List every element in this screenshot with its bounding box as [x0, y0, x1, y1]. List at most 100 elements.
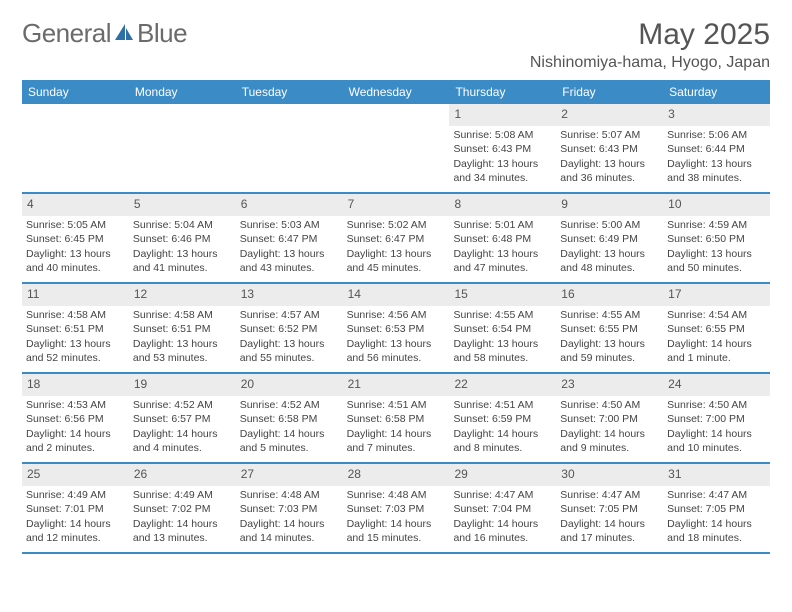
- location: Nishinomiya-hama, Hyogo, Japan: [530, 54, 770, 72]
- sunset-text: Sunset: 6:55 PM: [560, 323, 659, 337]
- sunset-text: Sunset: 7:01 PM: [26, 503, 125, 517]
- sunset-text: Sunset: 6:58 PM: [347, 413, 446, 427]
- day-cell: 22Sunrise: 4:51 AMSunset: 6:59 PMDayligh…: [449, 374, 556, 462]
- day-cell: 20Sunrise: 4:52 AMSunset: 6:58 PMDayligh…: [236, 374, 343, 462]
- sunrise-text: Sunrise: 5:06 AM: [667, 129, 766, 143]
- logo: General Blue: [22, 18, 187, 49]
- sunrise-text: Sunrise: 5:04 AM: [133, 219, 232, 233]
- day-number: 2: [556, 104, 663, 126]
- sunset-text: Sunset: 7:00 PM: [560, 413, 659, 427]
- sunrise-text: Sunrise: 5:05 AM: [26, 219, 125, 233]
- day-number: 16: [556, 284, 663, 306]
- sunset-text: Sunset: 6:50 PM: [667, 233, 766, 247]
- daylight-text: Daylight: 13 hours and 53 minutes.: [133, 338, 232, 365]
- sunrise-text: Sunrise: 4:56 AM: [347, 309, 446, 323]
- day-number: 5: [129, 194, 236, 216]
- sunset-text: Sunset: 6:43 PM: [453, 143, 552, 157]
- day-cell: 18Sunrise: 4:53 AMSunset: 6:56 PMDayligh…: [22, 374, 129, 462]
- sunrise-text: Sunrise: 4:48 AM: [240, 489, 339, 503]
- day-number: 7: [343, 194, 450, 216]
- day-cell: 9 Sunrise: 5:00 AMSunset: 6:49 PMDaylight…: [556, 194, 663, 282]
- sunrise-text: Sunrise: 4:55 AM: [453, 309, 552, 323]
- daylight-text: Daylight: 13 hours and 50 minutes.: [667, 248, 766, 275]
- sunset-text: Sunset: 6:46 PM: [133, 233, 232, 247]
- sunset-text: Sunset: 6:43 PM: [560, 143, 659, 157]
- sunrise-text: Sunrise: 4:50 AM: [667, 399, 766, 413]
- week-row: 4Sunrise: 5:05 AMSunset: 6:45 PMDaylight…: [22, 194, 770, 284]
- sunset-text: Sunset: 6:51 PM: [26, 323, 125, 337]
- weekday-label: Friday: [556, 80, 663, 104]
- weekday-label: Thursday: [449, 80, 556, 104]
- daylight-text: Daylight: 13 hours and 55 minutes.: [240, 338, 339, 365]
- sunrise-text: Sunrise: 4:49 AM: [133, 489, 232, 503]
- sunset-text: Sunset: 6:59 PM: [453, 413, 552, 427]
- day-cell: 14Sunrise: 4:56 AMSunset: 6:53 PMDayligh…: [343, 284, 450, 372]
- day-cell: [129, 104, 236, 192]
- sunset-text: Sunset: 6:44 PM: [667, 143, 766, 157]
- week-row: 11Sunrise: 4:58 AMSunset: 6:51 PMDayligh…: [22, 284, 770, 374]
- day-cell: 12Sunrise: 4:58 AMSunset: 6:51 PMDayligh…: [129, 284, 236, 372]
- day-number: 15: [449, 284, 556, 306]
- day-cell: 15Sunrise: 4:55 AMSunset: 6:54 PMDayligh…: [449, 284, 556, 372]
- daylight-text: Daylight: 14 hours and 16 minutes.: [453, 518, 552, 545]
- day-cell: 6Sunrise: 5:03 AMSunset: 6:47 PMDaylight…: [236, 194, 343, 282]
- daylight-text: Daylight: 13 hours and 48 minutes.: [560, 248, 659, 275]
- day-number: 24: [663, 374, 770, 396]
- sunrise-text: Sunrise: 4:58 AM: [26, 309, 125, 323]
- daylight-text: Daylight: 14 hours and 9 minutes.: [560, 428, 659, 455]
- daylight-text: Daylight: 14 hours and 15 minutes.: [347, 518, 446, 545]
- sunrise-text: Sunrise: 4:52 AM: [133, 399, 232, 413]
- sail-icon: [113, 18, 135, 49]
- daylight-text: Daylight: 13 hours and 59 minutes.: [560, 338, 659, 365]
- daylight-text: Daylight: 13 hours and 38 minutes.: [667, 158, 766, 185]
- day-number: 12: [129, 284, 236, 306]
- week-row: 18Sunrise: 4:53 AMSunset: 6:56 PMDayligh…: [22, 374, 770, 464]
- sunrise-text: Sunrise: 4:48 AM: [347, 489, 446, 503]
- day-cell: 23 Sunrise: 4:50 AMSunset: 7:00 PMDayligh…: [556, 374, 663, 462]
- sunset-text: Sunset: 6:49 PM: [560, 233, 659, 247]
- day-cell: 17Sunrise: 4:54 AMSunset: 6:55 PMDayligh…: [663, 284, 770, 372]
- day-cell: 5Sunrise: 5:04 AMSunset: 6:46 PMDaylight…: [129, 194, 236, 282]
- daylight-text: Daylight: 13 hours and 45 minutes.: [347, 248, 446, 275]
- daylight-text: Daylight: 14 hours and 18 minutes.: [667, 518, 766, 545]
- sunrise-text: Sunrise: 4:53 AM: [26, 399, 125, 413]
- sunrise-text: Sunrise: 5:03 AM: [240, 219, 339, 233]
- day-number: 23: [556, 374, 663, 396]
- day-number: 13: [236, 284, 343, 306]
- sunrise-text: Sunrise: 4:55 AM: [560, 309, 659, 323]
- sunrise-text: Sunrise: 5:00 AM: [560, 219, 659, 233]
- day-cell: [236, 104, 343, 192]
- sunrise-text: Sunrise: 4:51 AM: [453, 399, 552, 413]
- day-number: 26: [129, 464, 236, 486]
- sunrise-text: Sunrise: 4:47 AM: [667, 489, 766, 503]
- sunset-text: Sunset: 6:56 PM: [26, 413, 125, 427]
- weekday-label: Tuesday: [236, 80, 343, 104]
- sunset-text: Sunset: 6:48 PM: [453, 233, 552, 247]
- day-cell: 28Sunrise: 4:48 AMSunset: 7:03 PMDayligh…: [343, 464, 450, 552]
- sunset-text: Sunset: 6:47 PM: [347, 233, 446, 247]
- daylight-text: Daylight: 14 hours and 4 minutes.: [133, 428, 232, 455]
- sunrise-text: Sunrise: 4:54 AM: [667, 309, 766, 323]
- day-number: 30: [556, 464, 663, 486]
- sunset-text: Sunset: 6:53 PM: [347, 323, 446, 337]
- day-number: 31: [663, 464, 770, 486]
- sunrise-text: Sunrise: 5:07 AM: [560, 129, 659, 143]
- day-number: 17: [663, 284, 770, 306]
- week-row: 25Sunrise: 4:49 AMSunset: 7:01 PMDayligh…: [22, 464, 770, 554]
- day-number: 8: [449, 194, 556, 216]
- day-cell: 21Sunrise: 4:51 AMSunset: 6:58 PMDayligh…: [343, 374, 450, 462]
- daylight-text: Daylight: 14 hours and 5 minutes.: [240, 428, 339, 455]
- weekday-label: Saturday: [663, 80, 770, 104]
- day-cell: 26Sunrise: 4:49 AMSunset: 7:02 PMDayligh…: [129, 464, 236, 552]
- day-number: 19: [129, 374, 236, 396]
- day-cell: 13Sunrise: 4:57 AMSunset: 6:52 PMDayligh…: [236, 284, 343, 372]
- daylight-text: Daylight: 13 hours and 36 minutes.: [560, 158, 659, 185]
- day-cell: 7Sunrise: 5:02 AMSunset: 6:47 PMDaylight…: [343, 194, 450, 282]
- day-number: 9: [556, 194, 663, 216]
- sunrise-text: Sunrise: 4:50 AM: [560, 399, 659, 413]
- daylight-text: Daylight: 13 hours and 43 minutes.: [240, 248, 339, 275]
- logo-text-2: Blue: [137, 18, 187, 49]
- sunrise-text: Sunrise: 5:08 AM: [453, 129, 552, 143]
- day-cell: 8Sunrise: 5:01 AMSunset: 6:48 PMDaylight…: [449, 194, 556, 282]
- weekday-header: SundayMondayTuesdayWednesdayThursdayFrid…: [22, 80, 770, 104]
